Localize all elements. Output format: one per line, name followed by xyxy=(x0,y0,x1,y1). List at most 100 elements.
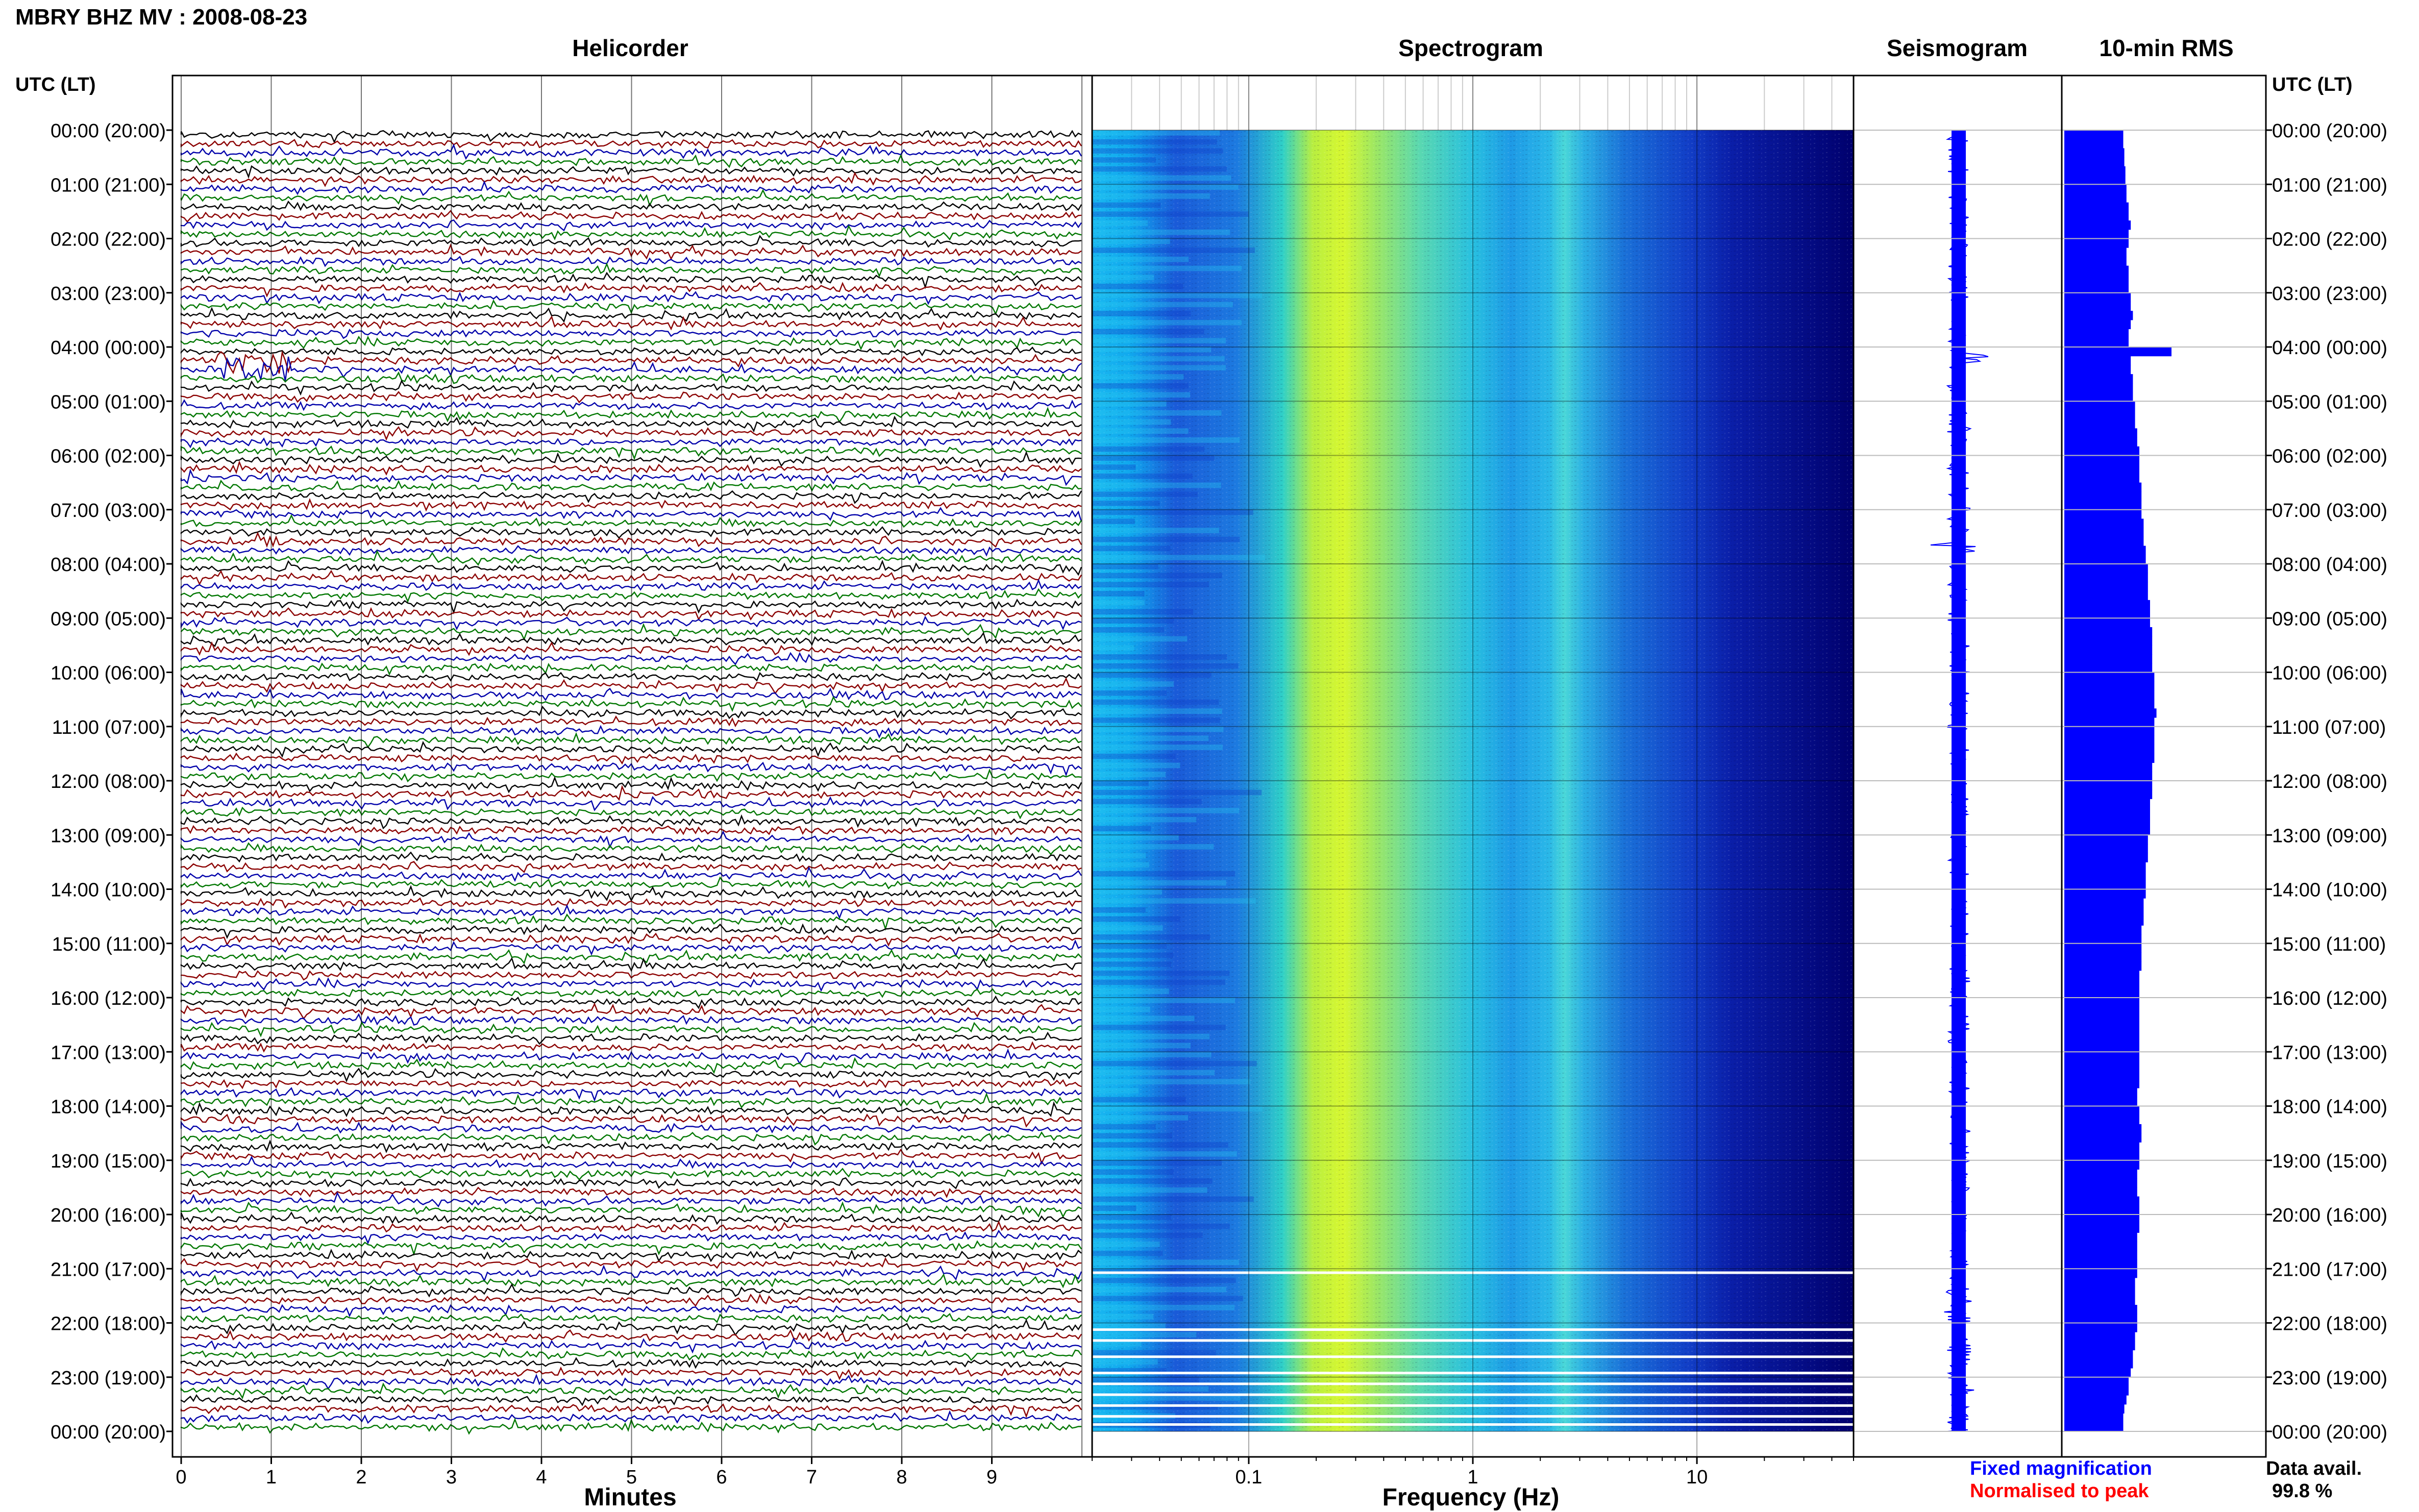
rms-bar xyxy=(2064,374,2133,384)
rms-bar xyxy=(2064,1386,2129,1396)
rms-bar xyxy=(2064,220,2131,230)
helicorder-trace xyxy=(180,1418,1081,1435)
data-avail-label: Data avail. xyxy=(2266,1458,2362,1479)
helicorder-x-tick-label: 7 xyxy=(806,1467,817,1488)
rms-bar xyxy=(2064,546,2146,555)
helicorder-trace xyxy=(180,1168,1082,1181)
figure-title: MBRY BHZ MV : 2008-08-23 xyxy=(15,5,307,30)
rms-bar xyxy=(2064,871,2146,881)
spectrogram-row-streak xyxy=(1092,925,1163,931)
rms-title: 10-min RMS xyxy=(2099,35,2233,61)
spectrogram-row-streak xyxy=(1092,889,1162,895)
rms-bar xyxy=(2064,564,2148,574)
helicorder-trace xyxy=(180,165,1082,179)
spectrogram-row-streak xyxy=(1092,184,1239,190)
helicorder-trace xyxy=(180,652,1082,665)
rms-bar xyxy=(2064,745,2155,754)
spectrogram-row-streak xyxy=(1092,1070,1215,1076)
spectrogram-row-streak xyxy=(1092,419,1171,425)
rms-bar xyxy=(2064,1350,2133,1359)
spectrogram-row-streak xyxy=(1092,998,1236,1003)
helicorder-trace xyxy=(180,1240,1082,1256)
data-avail-value: 99.8 % xyxy=(2272,1480,2332,1502)
rms-bar xyxy=(2064,193,2127,203)
rms-bar xyxy=(2064,862,2146,872)
helicorder-trace xyxy=(180,623,1082,641)
spectrogram-row-streak xyxy=(1092,356,1225,362)
helicorder-trace xyxy=(180,1304,1082,1318)
helicorder-trace xyxy=(180,1329,1082,1343)
spectrogram-row-streak xyxy=(1092,753,1176,759)
spectrogram-row-streak xyxy=(1092,1359,1158,1365)
spectrogram-row-streak xyxy=(1092,726,1224,732)
helicorder-trace xyxy=(180,1211,1082,1225)
rms-bar xyxy=(2064,654,2153,664)
rms-bar xyxy=(2064,681,2155,691)
rms-bar xyxy=(2064,943,2142,953)
spectrogram-row-streak xyxy=(1092,1232,1203,1238)
rms-bar xyxy=(2064,1332,2135,1342)
helicorder-trace xyxy=(180,1249,1082,1262)
time-label-left: 00:00 (20:00) xyxy=(51,120,166,142)
spectrogram-row-streak xyxy=(1092,1196,1254,1202)
helicorder-trace xyxy=(180,769,1082,783)
rms-bar xyxy=(2064,1115,2139,1125)
helicorder-trace xyxy=(180,1373,1082,1390)
spectrogram-row-streak xyxy=(1092,265,1242,271)
spectrogram-row-streak xyxy=(1092,1133,1172,1139)
time-label-left: 12:00 (08:00) xyxy=(51,771,166,792)
helicorder-trace xyxy=(180,569,1082,586)
rms-bar xyxy=(2064,437,2137,447)
rms-bar xyxy=(2064,419,2135,429)
time-label-left: 08:00 (04:00) xyxy=(51,554,166,576)
helicorder-trace xyxy=(180,1283,1082,1298)
spectrogram-row-streak xyxy=(1092,609,1193,615)
helicorder-trace xyxy=(180,545,1082,557)
rms-bar xyxy=(2064,952,2142,962)
spectrogram-title: Spectrogram xyxy=(1398,35,1543,61)
helicorder-trace xyxy=(180,380,1082,396)
rms-bar xyxy=(2064,1124,2142,1134)
spectrogram-row-streak xyxy=(1092,717,1220,723)
helicorder-trace xyxy=(180,445,1082,461)
helicorder-trace xyxy=(180,752,1082,765)
spectrogram-row-streak xyxy=(1092,816,1197,823)
time-label-left: 10:00 (06:00) xyxy=(51,663,166,684)
helicorder-trace xyxy=(180,705,1082,720)
spectrogram-row-streak xyxy=(1092,1223,1230,1229)
spectrogram-row-streak xyxy=(1092,464,1136,470)
rms-bar xyxy=(2064,789,2153,799)
time-label-right: 17:00 (13:00) xyxy=(2272,1042,2387,1063)
rms-bar xyxy=(2064,347,2171,357)
rms-bar xyxy=(2064,1242,2137,1251)
legend-fixed: Fixed magnification xyxy=(1970,1458,2152,1479)
rms-bar xyxy=(2064,925,2142,935)
spectrogram-row-streak xyxy=(1092,880,1226,886)
spectrogram-row-streak xyxy=(1092,536,1240,542)
time-label-left: 16:00 (12:00) xyxy=(51,988,166,1009)
helicorder-x-tick-label: 9 xyxy=(986,1467,997,1488)
spectrogram-row-streak xyxy=(1092,247,1255,253)
rms-bar xyxy=(2064,600,2150,610)
rms-bar xyxy=(2064,979,2139,989)
rms-bar xyxy=(2064,1196,2139,1206)
spectrogram-row-streak xyxy=(1092,781,1149,786)
spectrogram-row-streak xyxy=(1092,202,1161,208)
spectrogram-row-streak xyxy=(1092,555,1265,560)
rms-bar xyxy=(2064,229,2129,239)
helicorder-trace xyxy=(180,189,1082,207)
helicorder-trace xyxy=(180,154,1082,168)
helicorder-trace xyxy=(180,219,1082,232)
spectrogram-row-streak xyxy=(1092,745,1223,750)
spectrogram-gap xyxy=(1092,1393,1854,1396)
rms-bar xyxy=(2064,880,2146,889)
spectrogram-row-streak xyxy=(1092,970,1230,976)
helicorder-trace xyxy=(180,725,1082,739)
spectrogram-row-streak xyxy=(1092,1242,1160,1247)
spectrogram-row-streak xyxy=(1092,654,1227,660)
spectrogram-x-tick-label: 1 xyxy=(1467,1467,1478,1488)
time-label-left: 09:00 (05:00) xyxy=(51,608,166,630)
rms-bar xyxy=(2064,184,2127,194)
rms-bar xyxy=(2064,726,2155,736)
spectrogram-row-streak xyxy=(1092,844,1214,850)
